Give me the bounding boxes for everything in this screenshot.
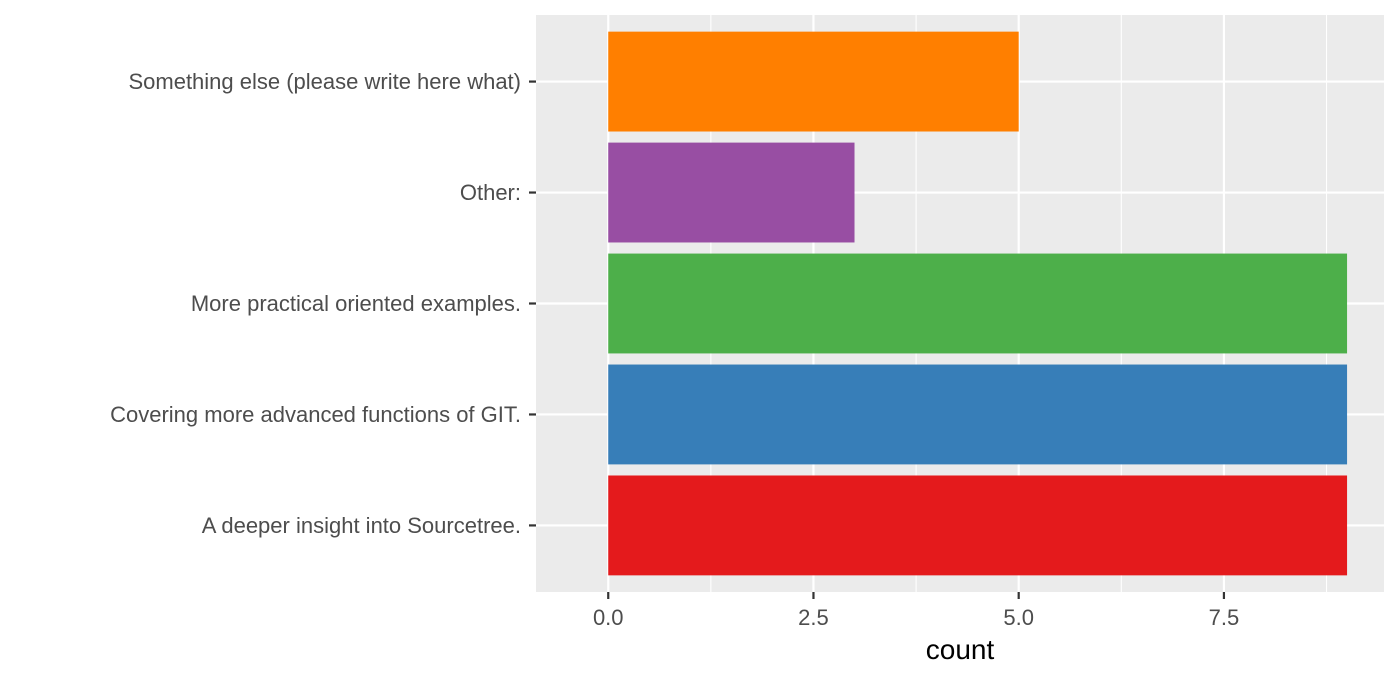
x-axis: 0.0 2.5 5.0 7.5 <box>593 592 1239 630</box>
x-tick-label: 5.0 <box>1003 605 1034 630</box>
x-axis-title: count <box>926 634 995 665</box>
y-tick-label: A deeper insight into Sourcetree. <box>202 513 521 538</box>
y-tick-label: More practical oriented examples. <box>191 291 521 316</box>
bar-5 <box>608 31 1019 132</box>
bar-2 <box>608 364 1348 465</box>
bar-1 <box>608 475 1348 576</box>
bar-4 <box>608 142 855 243</box>
bar-3 <box>608 253 1348 354</box>
y-tick-label: Other: <box>460 180 521 205</box>
x-tick-label: 7.5 <box>1209 605 1240 630</box>
x-tick-label: 2.5 <box>798 605 829 630</box>
y-tick-label: Something else (please write here what) <box>128 69 521 94</box>
x-tick-label: 0.0 <box>593 605 624 630</box>
y-tick-label: Covering more advanced functions of GIT. <box>110 402 521 427</box>
y-axis: A deeper insight into Sourcetree. Coverin… <box>110 69 536 538</box>
bars <box>608 31 1348 576</box>
